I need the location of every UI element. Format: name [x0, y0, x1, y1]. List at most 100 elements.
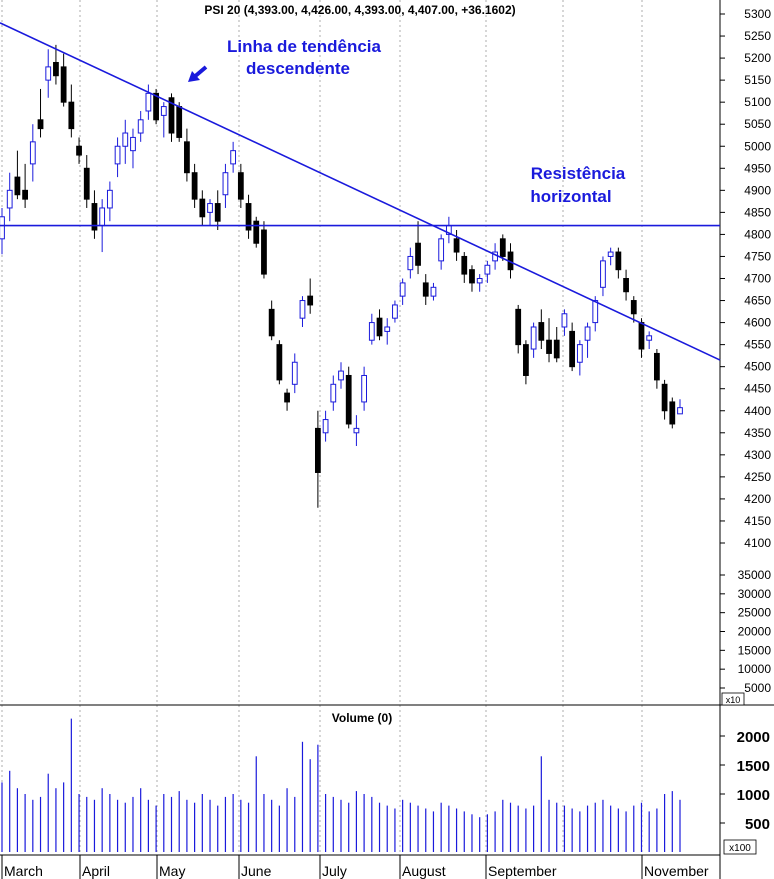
candle [207, 199, 213, 226]
candle-body-up [576, 344, 583, 363]
candle [515, 304, 522, 354]
price-tick-label: 4300 [744, 448, 771, 462]
overlay-tick-label: 5000 [744, 681, 771, 695]
candle-body-down [623, 278, 629, 293]
candle [453, 230, 460, 261]
candle-body-down [253, 220, 260, 244]
candle [615, 247, 622, 279]
candle-body-down [214, 203, 221, 222]
candle-body-up [646, 335, 653, 341]
price-tick-label: 4100 [744, 536, 771, 550]
candlestick-series [0, 44, 683, 508]
candle-body-down [245, 203, 252, 231]
candle [214, 190, 221, 231]
candle [538, 309, 545, 350]
candle [60, 53, 67, 107]
price-tick-label: 4750 [744, 249, 771, 263]
volume-tick-label: 500 [745, 816, 770, 833]
candle-body-up [291, 361, 298, 385]
candle-body-up [330, 383, 337, 403]
annotation-downtrend: Linha de tendência descendente [188, 37, 382, 82]
candle [422, 274, 429, 305]
candle-body-up [438, 238, 445, 262]
candle-body-up [561, 313, 568, 328]
month-label: June [241, 863, 272, 879]
candle [330, 375, 337, 411]
candle-body-up [322, 419, 329, 434]
candle-body-up [99, 207, 106, 227]
candle [0, 207, 5, 255]
candle-body-down [168, 97, 175, 134]
candle [145, 84, 152, 120]
candle-body-down [422, 282, 429, 297]
candle-body-up [160, 106, 167, 116]
candle [677, 399, 683, 415]
candle-body-down [76, 145, 82, 156]
candle [168, 93, 175, 142]
price-tick-label: 5050 [744, 117, 771, 131]
candle [230, 141, 237, 173]
candle-body-up [338, 370, 344, 381]
candle [345, 366, 352, 429]
candle-body-up [6, 189, 13, 209]
candle [561, 309, 568, 336]
candle [469, 265, 475, 292]
candle-body-down [314, 427, 321, 473]
candle [245, 194, 252, 239]
candle [68, 84, 75, 138]
candle-body-down [268, 308, 275, 337]
candle-body-down [538, 322, 545, 341]
candle [307, 278, 314, 314]
candle-body-down [569, 330, 576, 368]
candle [130, 128, 136, 169]
candle-body-down [661, 383, 668, 412]
candle [576, 340, 583, 376]
candle-body-down [376, 317, 383, 337]
month-label: November [644, 863, 709, 879]
price-tick-label: 4650 [744, 294, 771, 308]
candle [191, 163, 198, 208]
candle-body-up [106, 189, 113, 209]
candle [268, 300, 275, 341]
price-tick-label: 5250 [744, 29, 771, 43]
candle-body-down [546, 339, 552, 354]
volume-multiplier-label: x100 [729, 843, 751, 854]
candle-body-down [653, 352, 660, 381]
price-tick-label: 4900 [744, 183, 771, 197]
candle-body-down [307, 295, 314, 306]
candle [438, 234, 445, 270]
overlay-tick-label: 10000 [738, 662, 772, 676]
candle-body-up [392, 304, 398, 319]
annotation-resistance: Resistência horizontal [530, 164, 625, 206]
candle [199, 190, 206, 226]
candle-body-up [584, 326, 591, 341]
candle [29, 124, 36, 182]
candle-body-up [114, 145, 121, 165]
price-multiplier-box [721, 692, 745, 706]
candle-body-up [607, 251, 614, 257]
candle-body-up [530, 326, 537, 350]
candle [261, 221, 267, 279]
overlay-tick-label: 15000 [738, 643, 772, 657]
candle-body-down [53, 61, 59, 77]
volume-tick-label: 1000 [737, 787, 770, 804]
candle [430, 282, 437, 301]
candle-body-up [230, 150, 237, 165]
candle [569, 322, 576, 372]
candle-body-down [37, 119, 44, 130]
candle [407, 247, 414, 279]
candle [546, 318, 552, 363]
candle-body-down [176, 106, 183, 138]
candle [314, 410, 321, 508]
candle [361, 366, 368, 411]
volume-tick-label: 2000 [737, 729, 770, 746]
candle-body-down [499, 238, 506, 257]
candle-body-up [677, 407, 683, 415]
month-label: September [488, 863, 557, 879]
candle-body-down [276, 344, 283, 381]
month-label: April [82, 863, 110, 879]
candle [184, 128, 190, 182]
candle [523, 340, 529, 385]
